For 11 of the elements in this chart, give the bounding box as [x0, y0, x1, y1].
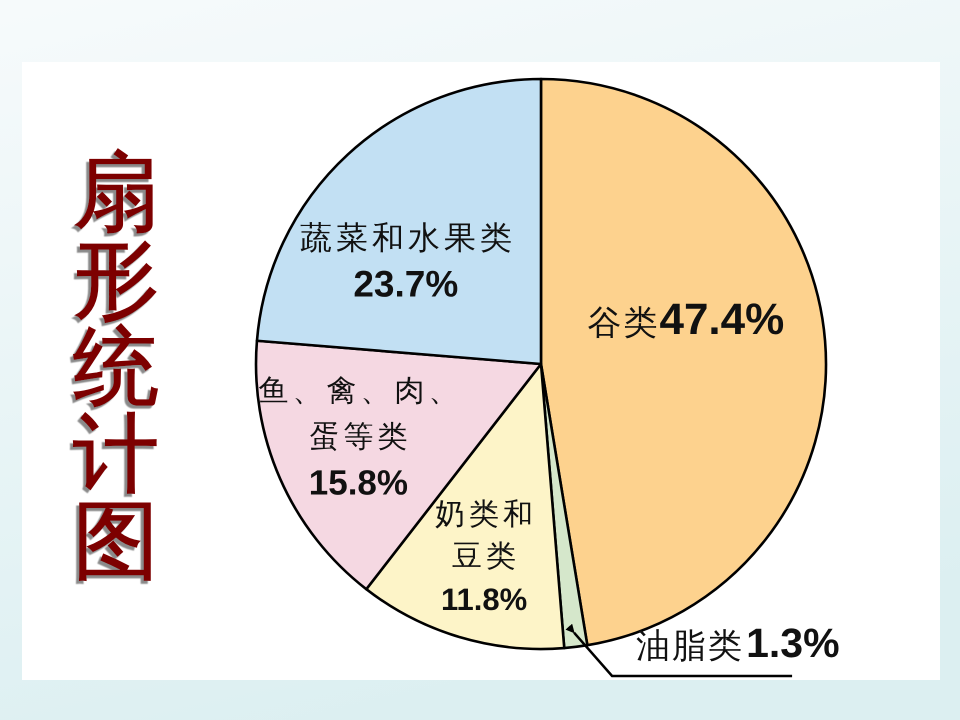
value-label: 1.3%: [746, 620, 840, 666]
category-label: 蔬菜和水果类: [300, 219, 516, 256]
value-label: 23.7%: [353, 263, 458, 304]
category-label: 奶类和豆类: [435, 498, 538, 574]
category-label: 油脂类: [636, 628, 744, 665]
category-label: 谷类: [587, 305, 660, 342]
title: 扇形统计图: [73, 145, 159, 589]
value-label: 15.8%: [308, 463, 408, 502]
category-label: 鱼、禽、肉、蛋等类: [258, 374, 462, 454]
value-label: 47.4%: [659, 295, 784, 344]
value-label: 11.8%: [441, 582, 528, 618]
